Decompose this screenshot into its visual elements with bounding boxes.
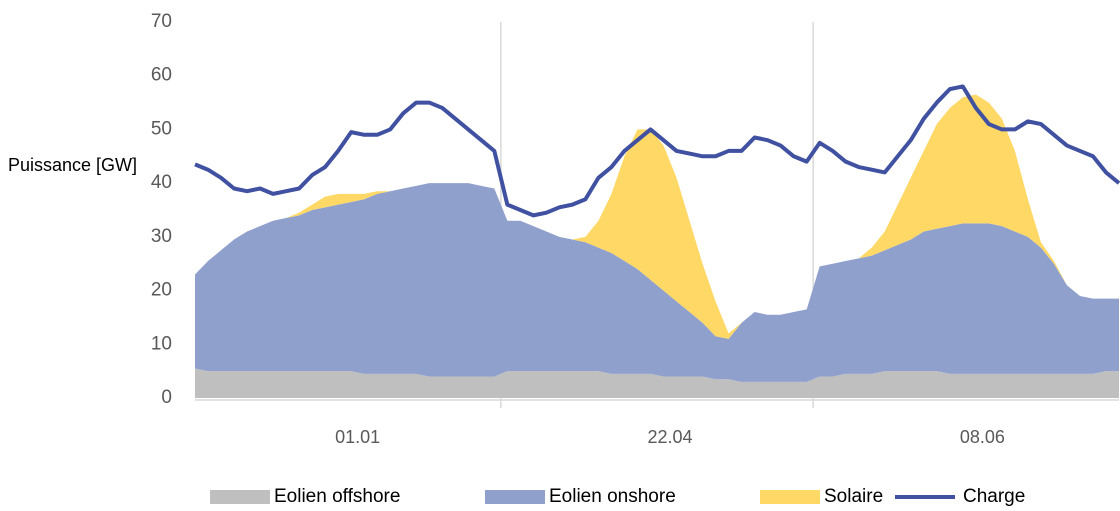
y-tick-label: 10 (151, 333, 172, 354)
legend-label: Solaire (824, 486, 883, 507)
x-tick-label: 08.06 (960, 427, 1005, 447)
legend-swatch (485, 490, 545, 504)
x-tick-label: 22.04 (647, 427, 692, 447)
legend-swatch (210, 490, 270, 504)
line (194, 84, 1120, 218)
y-tick-label: 0 (161, 387, 172, 408)
y-tick-label: 50 (151, 118, 172, 139)
legend-label: Charge (963, 486, 1025, 507)
y-tick-label: 40 (151, 172, 172, 193)
y-tick-label: 30 (151, 226, 172, 247)
area (195, 368, 1119, 398)
area (195, 183, 1119, 382)
x-tick-label: 01.01 (335, 427, 380, 447)
y-tick-label: 60 (151, 65, 172, 86)
y-axis-label: Puissance [GW] (8, 155, 137, 175)
y-tick-label: 20 (151, 280, 172, 301)
y-tick-label: 70 (151, 11, 172, 32)
legend-swatch (760, 490, 820, 504)
legend-label: Eolien offshore (274, 486, 400, 507)
area (195, 94, 1119, 339)
legend-label: Eolien onshore (549, 486, 676, 507)
